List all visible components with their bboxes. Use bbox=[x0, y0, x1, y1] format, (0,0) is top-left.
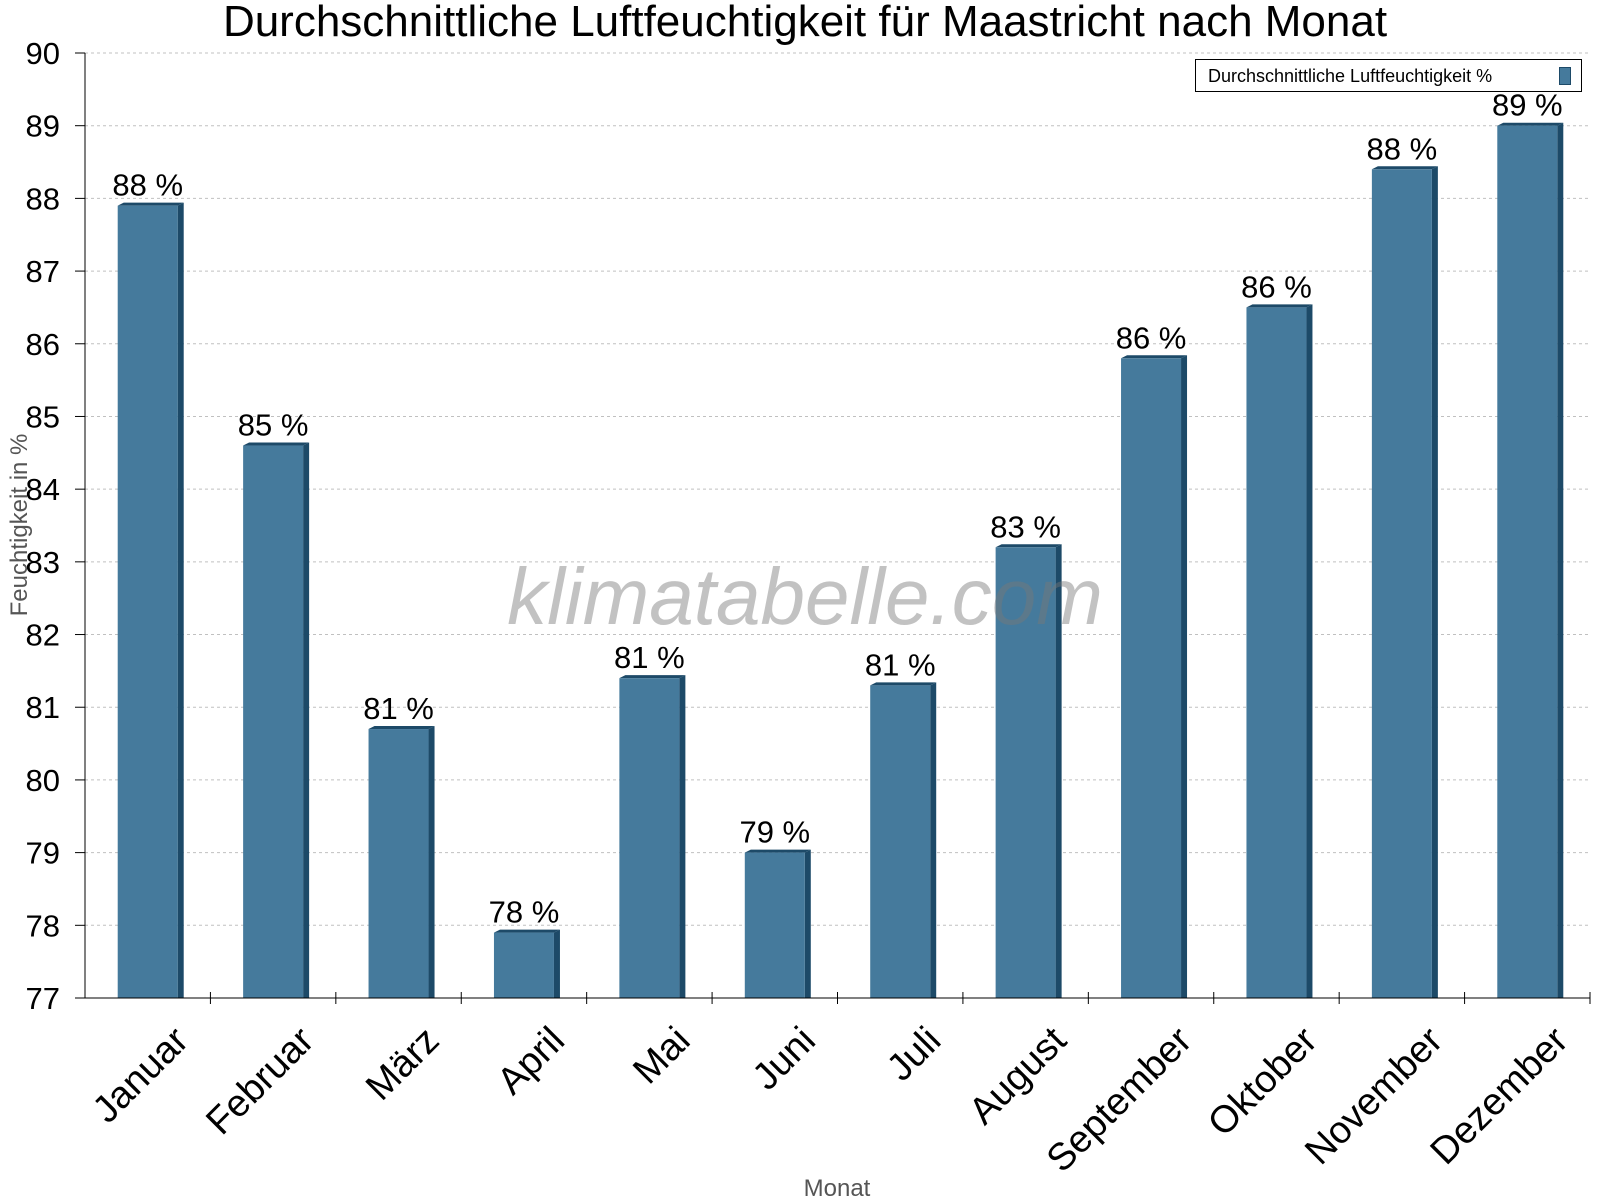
data-label: 86 % bbox=[1241, 269, 1312, 304]
bar bbox=[493, 932, 554, 998]
x-tick-label: Dezember bbox=[1423, 1019, 1577, 1173]
y-tick-label: 88 bbox=[26, 181, 60, 216]
legend-label: Durchschnittliche Luftfeuchtigkeit % bbox=[1208, 66, 1493, 86]
data-label: 81 % bbox=[363, 691, 434, 726]
bar-side bbox=[553, 929, 560, 998]
bar bbox=[1121, 358, 1182, 998]
legend: Durchschnittliche Luftfeuchtigkeit % bbox=[1195, 59, 1582, 92]
data-label: 79 % bbox=[739, 815, 810, 850]
bar-top bbox=[493, 929, 560, 933]
x-tick-label: Mai bbox=[625, 1019, 698, 1092]
chart-title: Durchschnittliche Luftfeuchtigkeit für M… bbox=[223, 0, 1387, 46]
y-tick-label: 84 bbox=[26, 472, 60, 507]
bar bbox=[744, 852, 805, 998]
bar-side bbox=[303, 442, 310, 998]
grid-lines bbox=[85, 52, 1590, 926]
bar bbox=[1246, 307, 1307, 998]
bar bbox=[870, 685, 931, 998]
data-label: 81 % bbox=[614, 640, 685, 675]
data-label: 88 % bbox=[112, 168, 183, 203]
data-label: 81 % bbox=[865, 647, 936, 682]
bar-top bbox=[1121, 355, 1188, 359]
y-tick-label: 82 bbox=[26, 618, 60, 653]
bar-top bbox=[368, 726, 435, 730]
y-tick-label: 86 bbox=[26, 327, 60, 362]
y-axis-ticks: 77 78 79 80 81 82 83 84 85 86 87 88 89 90 bbox=[26, 36, 85, 1016]
y-tick-label: 90 bbox=[26, 36, 60, 71]
legend-swatch bbox=[1559, 67, 1571, 85]
y-tick-label: 78 bbox=[26, 908, 60, 943]
data-label: 88 % bbox=[1367, 131, 1438, 166]
bar-top bbox=[117, 202, 184, 206]
bar-top bbox=[243, 442, 310, 446]
y-tick-label: 81 bbox=[26, 690, 60, 725]
y-tick-label: 85 bbox=[26, 399, 60, 434]
bar-side bbox=[1431, 166, 1438, 999]
data-label: 85 % bbox=[238, 408, 309, 443]
y-tick-label: 89 bbox=[26, 109, 60, 144]
bar-side bbox=[1181, 355, 1188, 998]
data-label: 83 % bbox=[990, 509, 1061, 544]
watermark: klimatabelle.com bbox=[507, 552, 1103, 641]
x-axis-ticks: Januar Februar März April Mai Juni Juli AugustS… bbox=[85, 992, 1591, 1180]
y-axis-title: Feuchtigkeit in % bbox=[6, 434, 33, 617]
bar-side bbox=[930, 682, 937, 998]
bar-top bbox=[870, 682, 937, 686]
x-tick-label: Februar bbox=[198, 1019, 322, 1143]
y-tick-label: 77 bbox=[26, 981, 60, 1016]
x-tick-label: Oktober bbox=[1200, 1019, 1326, 1145]
x-tick-label: Juli bbox=[879, 1019, 949, 1089]
bar bbox=[368, 729, 429, 998]
bar-side bbox=[1557, 122, 1564, 998]
data-label: 89 % bbox=[1492, 88, 1563, 123]
bar bbox=[995, 547, 1056, 998]
bar-side bbox=[1055, 544, 1062, 998]
x-tick-label: April bbox=[490, 1019, 573, 1102]
y-tick-label: 79 bbox=[26, 836, 60, 871]
bar-top bbox=[619, 675, 686, 679]
y-tick-label: 83 bbox=[26, 545, 60, 580]
bar-side bbox=[804, 849, 811, 998]
bars: 88 % 85 % 81 % 78 % 81 % 79 % 81 % 83 % 86 % 86 %… bbox=[112, 88, 1564, 999]
x-tick-label: Juni bbox=[745, 1019, 824, 1098]
bar-top bbox=[744, 849, 811, 853]
data-label: 86 % bbox=[1116, 320, 1187, 355]
bar-top bbox=[1246, 304, 1313, 308]
x-axis-title: Monat bbox=[804, 1175, 871, 1200]
bar-side bbox=[1306, 304, 1313, 998]
bar bbox=[243, 445, 304, 998]
bar-side bbox=[428, 726, 435, 998]
bar-top bbox=[1371, 166, 1438, 170]
bar bbox=[117, 205, 178, 999]
bar bbox=[1497, 125, 1558, 998]
x-tick-label: August bbox=[961, 1019, 1075, 1133]
bar bbox=[1371, 169, 1432, 999]
bar bbox=[619, 678, 680, 998]
data-label: 78 % bbox=[489, 895, 560, 930]
y-tick-label: 87 bbox=[26, 254, 60, 289]
bar-side bbox=[177, 202, 184, 999]
bar-top bbox=[995, 544, 1062, 548]
y-tick-label: 80 bbox=[26, 763, 60, 798]
x-tick-label: Januar bbox=[85, 1019, 197, 1131]
bar-side bbox=[679, 675, 686, 998]
x-tick-label: März bbox=[358, 1019, 447, 1108]
bar-top bbox=[1497, 122, 1564, 126]
